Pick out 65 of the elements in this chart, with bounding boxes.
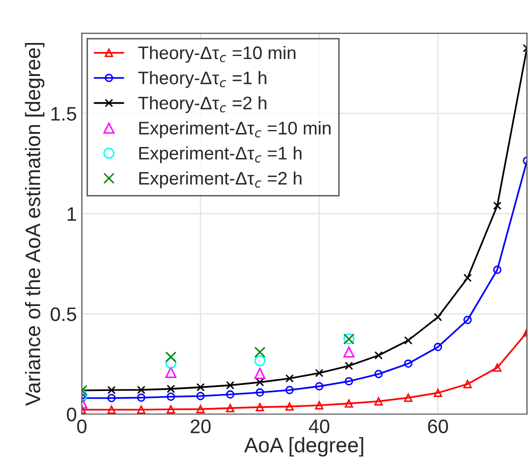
point — [285, 374, 294, 383]
point — [344, 377, 354, 386]
point — [137, 386, 146, 394]
point — [434, 342, 442, 352]
point — [107, 394, 116, 402]
point — [196, 383, 205, 392]
point — [463, 316, 472, 324]
point — [196, 392, 205, 400]
point — [256, 378, 264, 386]
x-tick-label: 0 — [77, 419, 86, 434]
legend-label: Theory-Δτ$_{c}$ =1 h — [138, 71, 266, 88]
point — [404, 359, 412, 368]
point — [493, 266, 502, 274]
point — [256, 402, 264, 412]
point — [374, 397, 383, 406]
point — [493, 363, 502, 372]
legend-label: Theory-Δτ$_{c}$ =2 h — [138, 96, 266, 113]
point — [463, 274, 472, 282]
y-tick-label: 1 — [68, 207, 76, 221]
x-axis-title: AoA [degree] — [244, 437, 364, 457]
point — [404, 394, 412, 402]
x-tick-label: 20 — [190, 419, 211, 434]
point — [256, 388, 264, 397]
point — [374, 351, 383, 360]
point — [165, 357, 176, 369]
point — [254, 355, 266, 366]
point — [315, 368, 324, 378]
y-axis-title: Variance of the AoA estimation [degree] — [24, 42, 44, 406]
point — [285, 386, 294, 394]
point — [493, 202, 502, 210]
point — [315, 401, 324, 410]
point — [254, 346, 266, 358]
point — [165, 366, 176, 378]
point — [165, 351, 176, 363]
point — [166, 392, 176, 401]
point — [107, 406, 116, 414]
point — [344, 362, 354, 370]
point — [285, 402, 294, 411]
point — [315, 382, 324, 390]
point — [166, 384, 176, 394]
point — [226, 404, 234, 412]
point — [434, 388, 442, 398]
point — [434, 312, 442, 322]
point — [137, 394, 146, 402]
point — [226, 390, 234, 399]
point — [343, 346, 354, 358]
point — [226, 381, 234, 390]
point — [344, 399, 354, 408]
point — [137, 406, 146, 414]
point — [463, 380, 472, 388]
point — [107, 386, 116, 394]
x-tick-label: 40 — [308, 419, 330, 434]
legend-label: Theory-Δτ$_{c}$ =10 min — [138, 46, 296, 63]
point — [196, 404, 205, 414]
point — [374, 370, 383, 378]
legend-label: Experiment-Δτ$_{c}$ =2 h — [139, 171, 302, 188]
point — [254, 368, 266, 379]
x-tick-label: 60 — [428, 419, 448, 434]
y-tick-label: 1.5 — [51, 107, 76, 121]
point — [404, 336, 412, 345]
point — [166, 405, 176, 414]
legend-label: Experiment-Δτ$_{c}$ =1 h — [139, 146, 302, 164]
y-tick-label: 0 — [66, 408, 76, 422]
y-tick-label: 0.5 — [50, 307, 76, 322]
legend-label: Experiment-Δτ$_{c}$ =10 min — [139, 121, 331, 138]
